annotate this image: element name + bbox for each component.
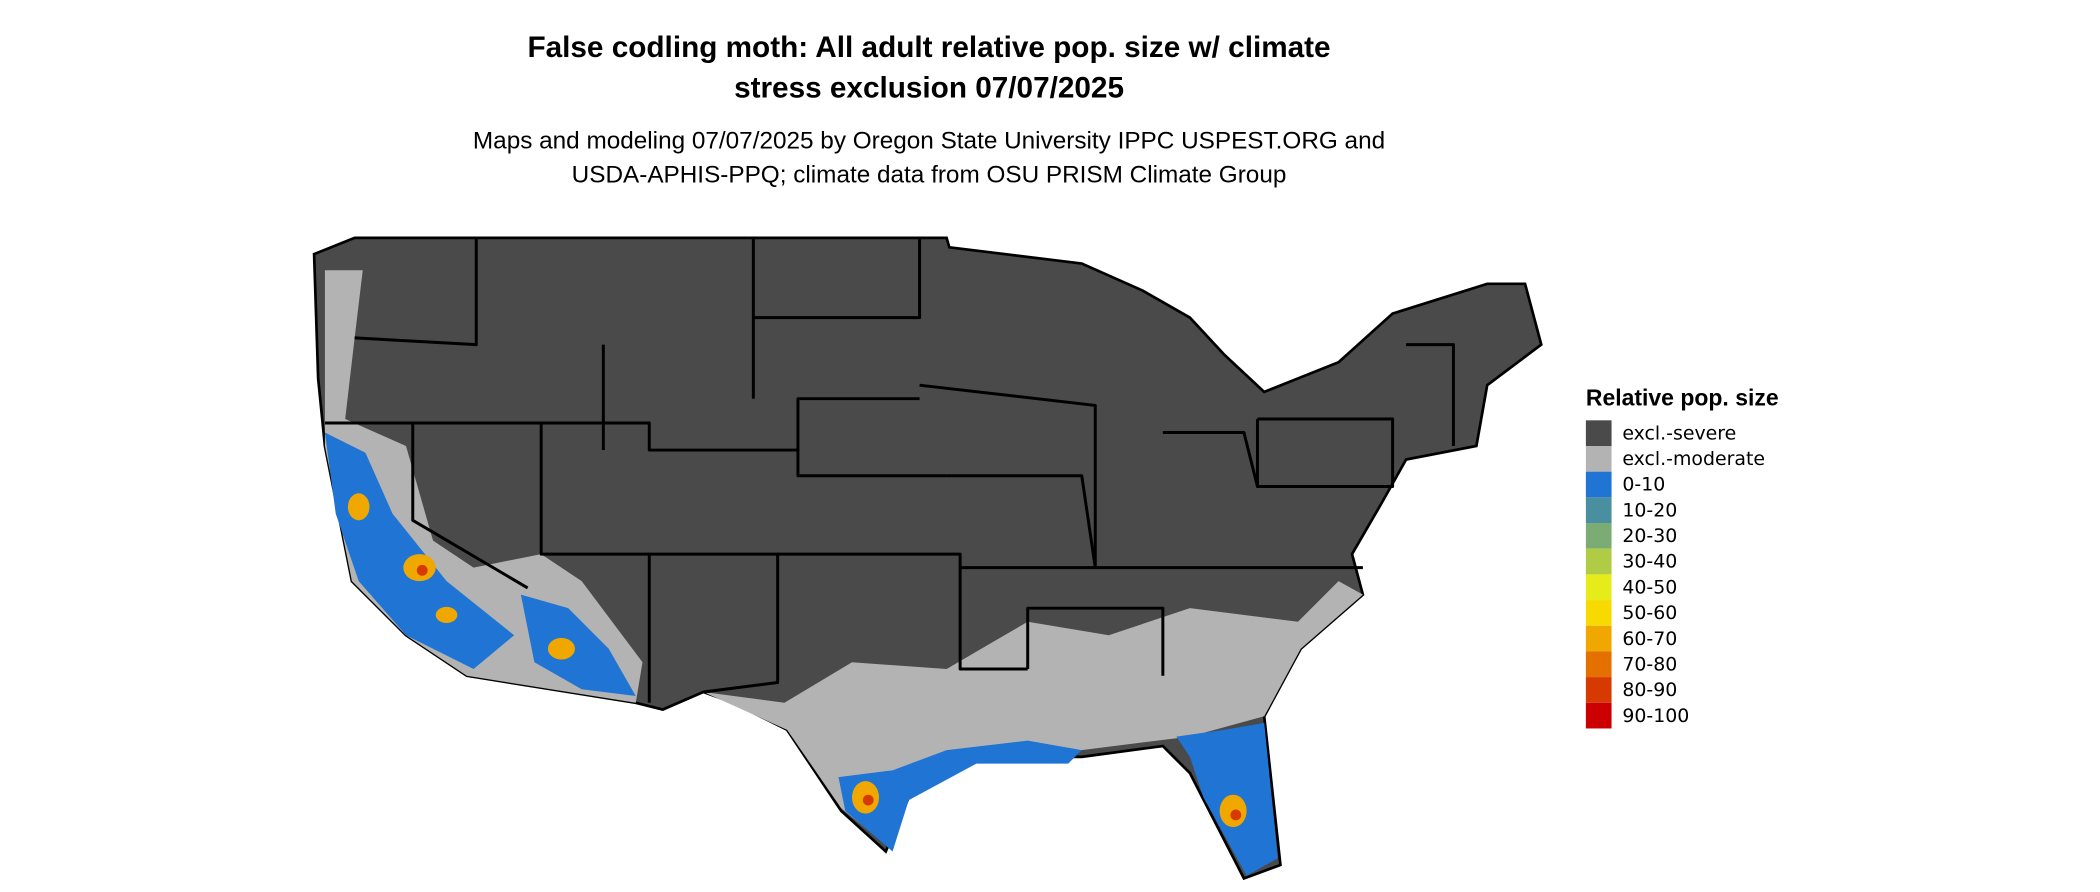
legend-swatch — [1585, 625, 1612, 652]
legend-title: Relative pop. size — [1586, 384, 1779, 410]
legend-label: 40-50 — [1622, 576, 1677, 598]
legend-swatch — [1585, 651, 1612, 678]
state-lines — [324, 236, 1455, 703]
legend-swatch — [1585, 702, 1612, 729]
legend-swatch — [1585, 523, 1612, 549]
legend-label: 0-10 — [1622, 474, 1665, 496]
range-gulf — [838, 740, 1082, 852]
legend-label: 30-40 — [1622, 551, 1677, 573]
legend-swatch — [1585, 471, 1612, 498]
legend-label: 60-70 — [1622, 628, 1677, 650]
legend-label: excl.-severe — [1622, 422, 1736, 444]
legend-label: 10-20 — [1622, 499, 1677, 521]
hotspots-red — [416, 564, 1242, 821]
legend-label: 20-30 — [1622, 525, 1677, 547]
legend-swatch — [1585, 677, 1612, 703]
legend-label: 90-100 — [1622, 705, 1689, 727]
legend-swatch — [1585, 574, 1612, 601]
us-map — [312, 236, 1543, 881]
legend-swatch — [1585, 446, 1612, 472]
legend-swatch — [1585, 420, 1612, 446]
range-california — [324, 432, 515, 669]
legend-label: 50-60 — [1622, 602, 1677, 624]
subtitle-line: Maps and modeling 07/07/2025 by Oregon S… — [473, 128, 1385, 155]
legend-swatch — [1585, 600, 1612, 626]
legend: excl.-severe excl.-moderate 0-10 10-20 20-30… — [1585, 420, 1765, 729]
legend-swatch — [1585, 548, 1612, 575]
range-arizona — [520, 594, 636, 697]
legend-label: excl.-moderate — [1622, 448, 1765, 470]
legend-label: 70-80 — [1622, 653, 1677, 675]
title-line: stress exclusion 07/07/2025 — [734, 71, 1124, 104]
subtitle-line: USDA-APHIS-PPQ; climate data from OSU PR… — [572, 161, 1287, 188]
legend-swatch — [1585, 497, 1612, 524]
title-line: False codling moth: All adult relative p… — [527, 31, 1330, 64]
legend-label: 80-90 — [1622, 679, 1677, 701]
